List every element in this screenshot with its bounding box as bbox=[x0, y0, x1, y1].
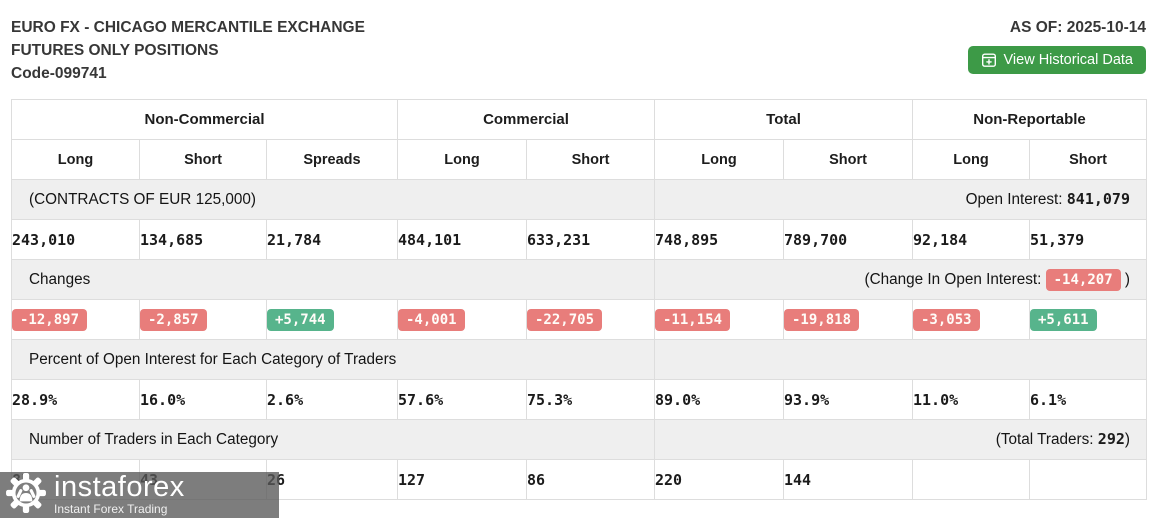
open-interest-value: 841,079 bbox=[1066, 190, 1130, 208]
traders-cell: 127 bbox=[397, 459, 527, 500]
percent-cell: 93.9% bbox=[783, 379, 913, 420]
report-code: Code-099741 bbox=[11, 65, 107, 82]
change-value-badge: +5,611 bbox=[1030, 308, 1097, 331]
change-value-badge: -2,857 bbox=[140, 308, 207, 331]
contracts-row: (CONTRACTS OF EUR 125,000) Open Interest… bbox=[11, 179, 1147, 220]
change-value-badge: -4,001 bbox=[398, 308, 465, 331]
position-cell: 633,231 bbox=[526, 219, 655, 260]
percents-row: 28.9% 16.0% 2.6% 57.6% 75.3% 89.0% 93.9%… bbox=[11, 379, 1147, 420]
column-header: Long bbox=[11, 139, 140, 180]
change-open-interest-cell: (Change In Open Interest: -14,207 ) bbox=[654, 259, 1147, 300]
change-cell: -3,053 bbox=[912, 299, 1030, 340]
traders-cell: 86 bbox=[526, 459, 655, 500]
total-traders-value: 292 bbox=[1097, 430, 1125, 448]
percent-cell: 2.6% bbox=[266, 379, 398, 420]
percent-cell: 57.6% bbox=[397, 379, 527, 420]
traders-cell bbox=[912, 459, 1030, 500]
change-cell: -19,818 bbox=[783, 299, 913, 340]
traders-cell: 26 bbox=[266, 459, 398, 500]
change-value-badge: -12,897 bbox=[12, 308, 88, 331]
report-titles: EURO FX - CHICAGO MERCANTILE EXCHANGE FU… bbox=[11, 16, 365, 85]
traders-cell: 220 bbox=[654, 459, 784, 500]
cot-report-page: EURO FX - CHICAGO MERCANTILE EXCHANGE FU… bbox=[11, 16, 1147, 500]
percent-cell: 11.0% bbox=[912, 379, 1030, 420]
percent-cell: 75.3% bbox=[526, 379, 655, 420]
column-header: Short bbox=[139, 139, 267, 180]
percent-cell: 28.9% bbox=[11, 379, 140, 420]
change-cell: -22,705 bbox=[526, 299, 655, 340]
watermark-brand: instaforex bbox=[54, 471, 185, 503]
group-header-nonreportable: Non-Reportable bbox=[912, 99, 1147, 140]
position-cell: 51,379 bbox=[1029, 219, 1147, 260]
position-cell: 243,010 bbox=[11, 219, 140, 260]
change-value-badge: -22,705 bbox=[527, 308, 603, 331]
change-cell: -12,897 bbox=[11, 299, 140, 340]
instaforex-watermark: instaforex Instant Forex Trading bbox=[0, 472, 279, 518]
report-title-type: FUTURES ONLY POSITIONS bbox=[11, 42, 219, 59]
header-right: AS OF: 2025-10-14 View Historical Data bbox=[967, 16, 1146, 74]
changes-label: Changes bbox=[11, 259, 655, 300]
traders-cell: 144 bbox=[783, 459, 913, 500]
watermark-text: instaforex Instant Forex Trading bbox=[54, 471, 185, 517]
gear-person-icon bbox=[5, 472, 47, 519]
change-value-badge: -3,053 bbox=[913, 308, 980, 331]
percent-label-row: Percent of Open Interest for Each Catego… bbox=[11, 339, 1147, 380]
change-cell: -4,001 bbox=[397, 299, 527, 340]
column-header: Long bbox=[654, 139, 784, 180]
column-header: Long bbox=[397, 139, 527, 180]
change-value-badge: -11,154 bbox=[655, 308, 731, 331]
change-oi-value-badge: -14,207 bbox=[1045, 268, 1121, 291]
changes-label-row: Changes (Change In Open Interest: -14,20… bbox=[11, 259, 1147, 300]
position-cell: 484,101 bbox=[397, 219, 527, 260]
percent-cell: 16.0% bbox=[139, 379, 267, 420]
column-header-row: Long Short Spreads Long Short Long Short… bbox=[11, 139, 1147, 180]
traders-label-row: Number of Traders in Each Category (Tota… bbox=[11, 419, 1147, 460]
change-oi-prefix: (Change In Open Interest: bbox=[864, 270, 1046, 288]
position-cell: 21,784 bbox=[266, 219, 398, 260]
as-of-date: AS OF: 2025-10-14 bbox=[1009, 19, 1146, 36]
group-header-noncommercial: Non-Commercial bbox=[11, 99, 398, 140]
change-cell: -11,154 bbox=[654, 299, 784, 340]
percent-label-spacer bbox=[654, 339, 1147, 380]
watermark-tagline: Instant Forex Trading bbox=[54, 502, 168, 516]
group-header-total: Total bbox=[654, 99, 913, 140]
report-header: EURO FX - CHICAGO MERCANTILE EXCHANGE FU… bbox=[11, 16, 1146, 85]
change-oi-suffix: ) bbox=[1120, 270, 1130, 288]
position-cell: 134,685 bbox=[139, 219, 267, 260]
positions-row: 243,010 134,685 21,784 484,101 633,231 7… bbox=[11, 219, 1147, 260]
total-traders-cell: (Total Traders: 292) bbox=[654, 419, 1147, 460]
percent-label: Percent of Open Interest for Each Catego… bbox=[11, 339, 655, 380]
percent-cell: 89.0% bbox=[654, 379, 784, 420]
position-cell: 92,184 bbox=[912, 219, 1030, 260]
traders-cell bbox=[1029, 459, 1147, 500]
traders-label: Number of Traders in Each Category bbox=[11, 419, 655, 460]
open-interest-cell: Open Interest: 841,079 bbox=[654, 179, 1147, 220]
contracts-label: (CONTRACTS OF EUR 125,000) bbox=[11, 179, 655, 220]
report-title-exchange: EURO FX - CHICAGO MERCANTILE EXCHANGE bbox=[11, 19, 365, 36]
column-header: Short bbox=[1029, 139, 1147, 180]
calendar-plus-icon bbox=[981, 52, 997, 68]
total-traders-suffix: ) bbox=[1124, 431, 1130, 448]
total-traders-prefix: (Total Traders: bbox=[995, 431, 1098, 448]
change-cell: +5,611 bbox=[1029, 299, 1147, 340]
cot-table: Non-Commercial Commercial Total Non-Repo… bbox=[11, 99, 1147, 500]
column-header: Short bbox=[526, 139, 655, 180]
changes-row: -12,897 -2,857 +5,744 -4,001 -22,705 -11… bbox=[11, 299, 1147, 340]
change-cell: +5,744 bbox=[266, 299, 398, 340]
position-cell: 748,895 bbox=[654, 219, 784, 260]
position-cell: 789,700 bbox=[783, 219, 913, 260]
group-header-commercial: Commercial bbox=[397, 99, 655, 140]
change-value-badge: +5,744 bbox=[267, 308, 334, 331]
column-header: Long bbox=[912, 139, 1030, 180]
column-header: Spreads bbox=[266, 139, 398, 180]
change-value-badge: -19,818 bbox=[784, 308, 860, 331]
percent-cell: 6.1% bbox=[1029, 379, 1147, 420]
open-interest-label: Open Interest: bbox=[965, 191, 1067, 208]
view-historical-data-button[interactable]: View Historical Data bbox=[967, 46, 1146, 74]
column-header: Short bbox=[783, 139, 913, 180]
group-header-row: Non-Commercial Commercial Total Non-Repo… bbox=[11, 99, 1147, 140]
view-historical-data-label: View Historical Data bbox=[1003, 52, 1133, 68]
change-cell: -2,857 bbox=[139, 299, 267, 340]
